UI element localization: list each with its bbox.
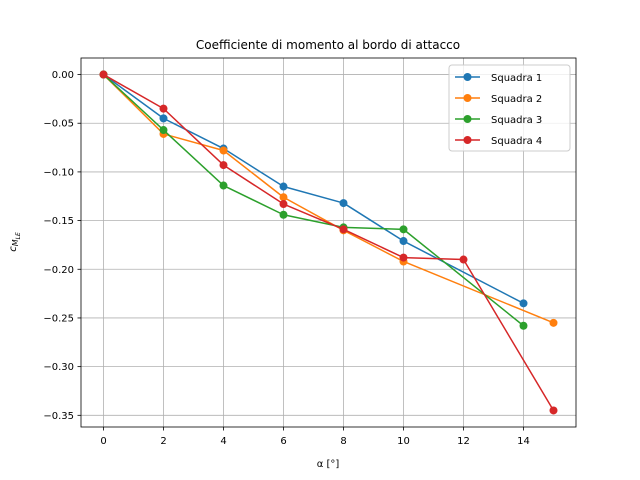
y-axis-label: cMLE — [8, 232, 22, 252]
legend-marker — [463, 73, 472, 81]
data-point — [159, 114, 168, 123]
x-tick-label: 6 — [280, 436, 286, 447]
legend-marker — [463, 94, 472, 102]
data-point — [279, 210, 288, 219]
data-point — [279, 182, 288, 191]
y-tick-label: −0.25 — [43, 313, 74, 324]
data-point — [279, 193, 288, 202]
y-tick-label: −0.05 — [43, 119, 74, 130]
y-tick-label: −0.35 — [43, 411, 74, 422]
x-tick-label: 14 — [517, 436, 530, 447]
data-point — [399, 237, 408, 246]
y-tick-label: −0.20 — [43, 265, 74, 276]
legend: Squadra 1 Squadra 2 Squadra 3 Squadra 4 — [448, 64, 571, 152]
data-point — [159, 126, 168, 135]
series-layer — [99, 70, 558, 415]
x-tick-label: 4 — [220, 436, 226, 447]
data-point — [99, 70, 108, 79]
data-point — [519, 321, 528, 330]
data-point — [219, 146, 228, 155]
series-line — [103, 73, 555, 411]
data-point — [339, 225, 348, 234]
y-tick-label: −0.30 — [43, 362, 74, 373]
legend-label: Squadra 2 — [491, 94, 542, 105]
data-point — [399, 225, 408, 234]
svg-text:cMLE: cMLE — [8, 232, 22, 252]
y-tick-label: 0.00 — [52, 70, 74, 81]
data-point — [519, 299, 528, 308]
x-tick-label: 12 — [457, 436, 470, 447]
legend-box — [448, 64, 571, 152]
y-axis: 0.00 −0.05 −0.10 −0.15 −0.20 −0.25 −0.30 −0.35 — [43, 70, 81, 422]
plot-frame — [80, 57, 577, 428]
legend-label: Squadra 3 — [491, 115, 542, 126]
legend-item: Squadra 4 — [455, 136, 542, 147]
legend-item: Squadra 1 — [455, 73, 542, 84]
y-tick-label: −0.10 — [43, 167, 74, 178]
legend-marker — [463, 136, 472, 144]
y-tick-label: −0.15 — [43, 216, 74, 227]
legend-item: Squadra 2 — [455, 94, 542, 105]
data-point — [549, 318, 558, 327]
legend-item: Squadra 3 — [455, 115, 542, 126]
x-axis: 0 2 4 6 8 10 12 14 — [100, 427, 530, 447]
chart-title: Coefficiente di momento al bordo di atta… — [196, 38, 460, 52]
data-point — [219, 181, 228, 190]
x-tick-label: 8 — [340, 436, 346, 447]
legend-marker — [463, 115, 472, 123]
data-point — [159, 104, 168, 113]
data-point — [399, 253, 408, 262]
data-point — [279, 200, 288, 209]
x-tick-label: 0 — [100, 436, 106, 447]
x-axis-label: α [°] — [317, 459, 340, 470]
legend-label: Squadra 1 — [491, 73, 542, 84]
data-point — [459, 255, 468, 264]
series — [99, 70, 558, 415]
data-point — [549, 406, 558, 415]
x-tick-label: 10 — [397, 436, 410, 447]
legend-label: Squadra 4 — [491, 136, 542, 147]
x-tick-label: 2 — [160, 436, 166, 447]
data-point — [219, 161, 228, 170]
data-point — [339, 199, 348, 208]
